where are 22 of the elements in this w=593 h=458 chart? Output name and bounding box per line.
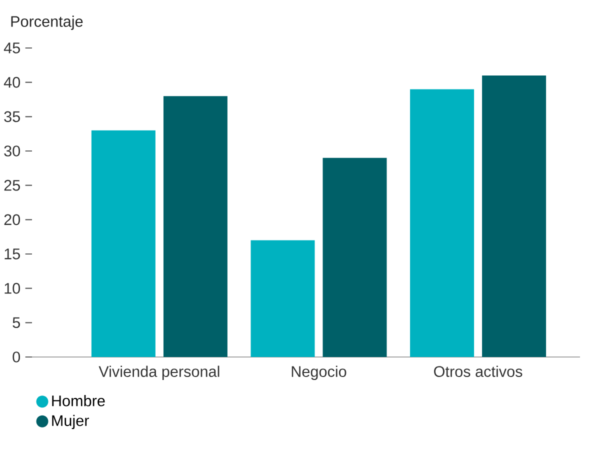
bar xyxy=(250,240,315,357)
bar xyxy=(91,130,156,357)
legend-label: Mujer xyxy=(52,414,90,430)
bar xyxy=(410,89,474,357)
x-tick-label: Otros activos xyxy=(434,366,522,377)
y-axis-title: Porcentaje xyxy=(11,16,83,30)
bar xyxy=(482,75,546,357)
y-tick-label: 35 xyxy=(4,111,20,122)
y-tick-label: 0 xyxy=(12,352,20,362)
y-tick-label: 20 xyxy=(4,214,20,226)
x-tick-label: Negocio xyxy=(292,366,346,380)
y-tick-label: 45 xyxy=(4,42,20,54)
y-tick-label: 10 xyxy=(4,282,20,294)
x-tick-label: Vivienda personal xyxy=(98,366,220,380)
y-tick-label: 25 xyxy=(4,180,20,191)
y-tick-label: 15 xyxy=(4,248,20,260)
bar xyxy=(322,158,387,357)
legend-label: Hombre xyxy=(52,395,105,406)
y-tick-label: 5 xyxy=(12,317,20,328)
y-tick-label: 30 xyxy=(4,146,20,156)
bar xyxy=(163,96,228,357)
y-tick-label: 40 xyxy=(4,76,20,88)
